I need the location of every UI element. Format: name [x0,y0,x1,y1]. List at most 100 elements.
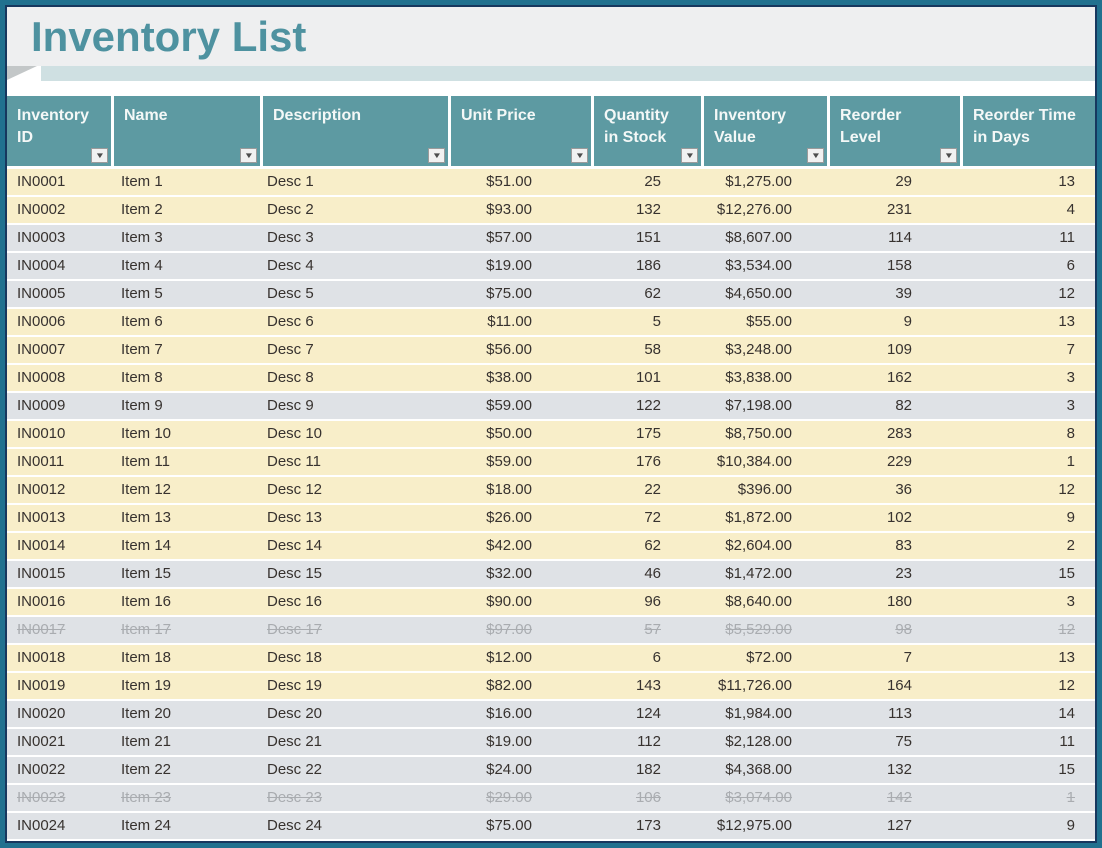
cell-inventory_id[interactable]: IN0020 [17,705,66,722]
cell-description[interactable]: Desc 11 [267,453,321,470]
cell-inventory_id[interactable]: IN0022 [17,761,66,778]
cell-inventory_value[interactable]: $1,872.00 [725,509,792,526]
cell-name[interactable]: Item 18 [121,649,172,666]
cell-reorder_time_in_days[interactable]: 12 [1058,677,1075,694]
column-header-inventory_id[interactable]: Inventory ID ▼ [7,96,111,166]
cell-reorder_level[interactable]: 114 [888,229,912,246]
cell-inventory_value[interactable]: $4,650.00 [725,285,792,302]
cell-reorder_level[interactable]: 82 [895,397,912,414]
cell-reorder_time_in_days[interactable]: 11 [1059,733,1075,750]
cell-unit_price[interactable]: $38.00 [486,369,532,386]
cell-name[interactable]: Item 7 [121,341,163,358]
cell-reorder_level[interactable]: 127 [886,817,912,834]
cell-reorder_time_in_days[interactable]: 12 [1058,481,1075,498]
cell-reorder_level[interactable]: 180 [886,593,912,610]
cell-inventory_id[interactable]: IN0014 [17,537,66,554]
cell-quantity_in_stock[interactable]: 25 [644,173,661,190]
cell-name[interactable]: Item 6 [121,313,163,330]
cell-quantity_in_stock[interactable]: 182 [635,761,661,778]
cell-description[interactable]: Desc 24 [267,817,323,834]
cell-inventory_value[interactable]: $3,248.00 [725,341,792,358]
cell-inventory_value[interactable]: $2,604.00 [725,537,792,554]
cell-quantity_in_stock[interactable]: 62 [644,537,661,554]
cell-description[interactable]: Desc 14 [267,537,323,554]
cell-quantity_in_stock[interactable]: 176 [635,453,661,470]
cell-reorder_level[interactable]: 83 [895,537,912,554]
cell-name[interactable]: Item 19 [121,677,172,694]
cell-reorder_time_in_days[interactable]: 6 [1066,257,1075,274]
cell-inventory_value[interactable]: $2,128.00 [725,733,792,750]
cell-unit_price[interactable]: $50.00 [486,425,532,442]
cell-inventory_id[interactable]: IN0005 [17,285,66,302]
cell-quantity_in_stock[interactable]: 62 [644,285,661,302]
cell-reorder_time_in_days[interactable]: 2 [1066,537,1075,554]
cell-name[interactable]: Item 5 [121,285,163,302]
cell-name[interactable]: Item 16 [121,593,172,610]
cell-unit_price[interactable]: $56.00 [486,341,532,358]
cell-unit_price[interactable]: $75.00 [486,285,532,302]
cell-name[interactable]: Item 9 [121,397,163,414]
cell-inventory_value[interactable]: $1,275.00 [725,173,792,190]
cell-inventory_value[interactable]: $4,368.00 [725,761,792,778]
cell-reorder_level[interactable]: 229 [886,453,912,470]
cell-inventory_value[interactable]: $8,640.00 [725,593,792,610]
cell-description[interactable]: Desc 19 [267,677,323,694]
cell-inventory_value[interactable]: $7,198.00 [725,397,792,414]
cell-inventory_value[interactable]: $5,529.00 [725,621,792,638]
cell-quantity_in_stock[interactable]: 106 [635,789,661,806]
cell-reorder_time_in_days[interactable]: 7 [1066,341,1075,358]
cell-description[interactable]: Desc 16 [267,593,323,610]
filter-dropdown-button[interactable]: ▼ [681,148,698,163]
cell-name[interactable]: Item 15 [121,565,172,582]
filter-dropdown-button[interactable]: ▼ [940,148,957,163]
cell-inventory_id[interactable]: IN0016 [17,593,66,610]
cell-name[interactable]: Item 13 [121,509,172,526]
cell-inventory_id[interactable]: IN0019 [17,677,66,694]
cell-reorder_level[interactable]: 23 [895,565,912,582]
cell-quantity_in_stock[interactable]: 124 [635,705,661,722]
cell-reorder_level[interactable]: 132 [886,761,912,778]
cell-inventory_value[interactable]: $55.00 [746,313,792,330]
cell-name[interactable]: Item 20 [121,705,172,722]
cell-inventory_value[interactable]: $11,726.00 [718,677,792,694]
cell-inventory_value[interactable]: $1,984.00 [725,705,792,722]
cell-reorder_level[interactable]: 39 [895,285,912,302]
cell-description[interactable]: Desc 10 [267,425,323,442]
filter-dropdown-button[interactable]: ▼ [428,148,445,163]
cell-reorder_level[interactable]: 102 [886,509,912,526]
cell-inventory_id[interactable]: IN0009 [17,397,66,414]
cell-reorder_level[interactable]: 109 [886,341,912,358]
cell-reorder_level[interactable]: 164 [886,677,912,694]
cell-quantity_in_stock[interactable]: 122 [635,397,661,414]
filter-dropdown-button[interactable]: ▼ [1096,148,1097,163]
cell-quantity_in_stock[interactable]: 175 [635,425,661,442]
cell-unit_price[interactable]: $57.00 [486,229,532,246]
cell-quantity_in_stock[interactable]: 143 [635,677,661,694]
cell-unit_price[interactable]: $19.00 [486,257,532,274]
cell-quantity_in_stock[interactable]: 72 [644,509,661,526]
cell-inventory_id[interactable]: IN0010 [17,425,66,442]
cell-inventory_id[interactable]: IN0004 [17,257,66,274]
filter-dropdown-button[interactable]: ▼ [240,148,257,163]
filter-dropdown-button[interactable]: ▼ [91,148,108,163]
cell-inventory_id[interactable]: IN0007 [17,341,66,358]
cell-description[interactable]: Desc 23 [267,789,323,806]
cell-reorder_time_in_days[interactable]: 1 [1066,453,1075,470]
cell-unit_price[interactable]: $75.00 [486,817,532,834]
cell-inventory_id[interactable]: IN0013 [17,509,66,526]
cell-name[interactable]: Item 24 [121,817,172,834]
column-header-name[interactable]: Name ▼ [114,96,260,166]
cell-unit_price[interactable]: $82.00 [486,677,532,694]
cell-inventory_id[interactable]: IN0011 [17,453,65,470]
column-header-reorder_level[interactable]: Reorder Level ▼ [830,96,960,166]
cell-unit_price[interactable]: $90.00 [486,593,532,610]
cell-description[interactable]: Desc 12 [267,481,323,498]
cell-inventory_id[interactable]: IN0008 [17,369,66,386]
cell-reorder_level[interactable]: 36 [895,481,912,498]
cell-reorder_level[interactable]: 98 [895,621,912,638]
cell-reorder_level[interactable]: 158 [886,257,912,274]
cell-quantity_in_stock[interactable]: 22 [644,481,661,498]
cell-description[interactable]: Desc 8 [267,369,314,386]
column-header-description[interactable]: Description ▼ [263,96,448,166]
filter-dropdown-button[interactable]: ▼ [807,148,824,163]
